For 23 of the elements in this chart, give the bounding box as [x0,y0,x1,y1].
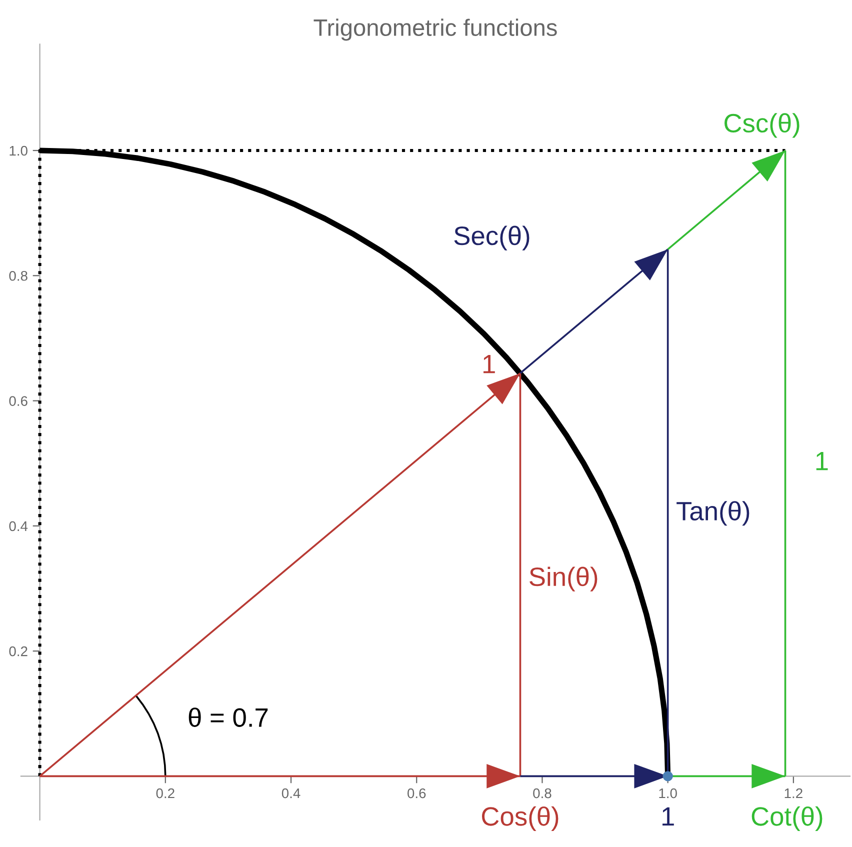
chart-title: Trigonometric functions [314,18,557,41]
annotation: Cot(θ) [752,806,822,832]
line-series [135,694,166,778]
annotation: 1 [816,452,828,470]
annotation: 1 [484,355,495,374]
x-tick-label: 0.6 [408,788,426,798]
x-tick-label: 0.4 [282,788,300,798]
annotation: Csc(θ) [724,113,800,138]
y-tick-label: 0.4 [9,521,28,532]
annotation: Sec(θ) [454,226,530,250]
annotation: θ = 0.7 [188,708,268,727]
y-tick-label: 0.2 [9,646,28,656]
annotation: 1 [662,807,674,826]
x-tick-label: 1.2 [784,788,802,798]
x-tick-label: 0.2 [156,788,174,798]
annotation: Sin(θ) [530,566,598,592]
y-tick-label: 0.6 [9,396,28,406]
y-tick-label: 1.0 [10,146,28,156]
annotation: Cos(θ) [482,806,558,832]
annotation: Tan(θ) [676,501,750,526]
x-tick-label: 0.8 [533,788,552,798]
x-tick-label: 1.0 [659,788,677,798]
y-tick-label: 0.8 [9,270,28,281]
